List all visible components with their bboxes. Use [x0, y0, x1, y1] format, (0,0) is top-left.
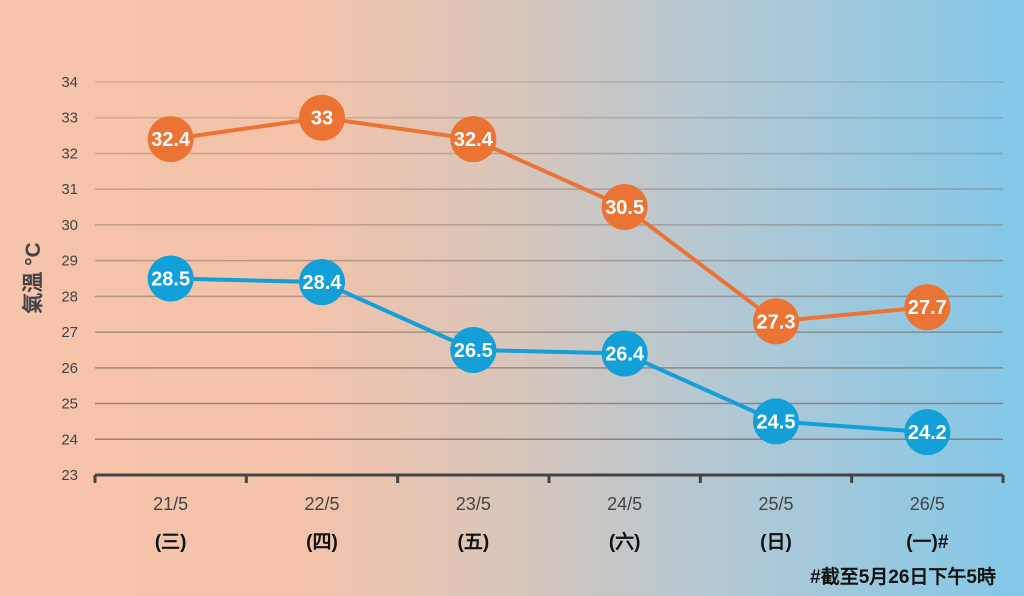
weekday-label: (六) — [609, 530, 641, 553]
data-point — [904, 409, 951, 456]
weekday-label: (四) — [306, 532, 338, 553]
y-tick-label: 30 — [61, 217, 78, 234]
data-point — [147, 116, 194, 163]
data-label: 26.5 — [454, 340, 493, 362]
data-point — [450, 326, 497, 373]
data-label: 32.4 — [151, 129, 191, 151]
x-tick-label: 23/5 — [456, 494, 491, 514]
data-point — [147, 255, 194, 302]
y-tick-label: 27 — [61, 324, 78, 341]
y-tick-label: 32 — [61, 145, 78, 162]
x-tick-label: 24/5 — [607, 494, 642, 514]
data-label: 32.4 — [454, 129, 494, 151]
x-tick-label: 22/5 — [304, 494, 339, 514]
data-label: 28.4 — [303, 272, 343, 294]
y-axis-label: 氣溫 °C — [21, 242, 45, 313]
y-tick-label: 34 — [61, 74, 78, 91]
weekday-label: (日) — [760, 532, 792, 553]
data-label: 27.3 — [757, 311, 796, 333]
y-tick-label: 33 — [61, 110, 78, 127]
data-point — [904, 284, 951, 331]
data-point — [753, 398, 799, 445]
data-label: 30.5 — [605, 197, 644, 219]
x-tick-label: 21/5 — [153, 494, 188, 514]
y-tick-label: 24 — [61, 431, 78, 448]
data-label: 33 — [311, 108, 333, 130]
y-tick-label: 25 — [61, 396, 78, 413]
weekday-label: (五) — [458, 532, 490, 553]
weekday-label: (一)# — [906, 532, 949, 553]
data-label: 28.5 — [151, 269, 190, 291]
weekday-label: (三) — [155, 532, 187, 553]
y-tick-label: 26 — [61, 360, 78, 377]
data-label: 26.4 — [605, 344, 645, 366]
footnote: #截至5月26日下午5時 — [810, 567, 996, 588]
data-point — [299, 94, 345, 141]
data-point — [299, 259, 345, 306]
x-tick-label: 26/5 — [910, 494, 945, 514]
data-point — [601, 330, 648, 377]
x-tick-label: 25/5 — [758, 494, 793, 514]
data-point — [601, 184, 648, 231]
data-point — [450, 116, 497, 163]
series-line-1 — [170, 276, 928, 435]
y-tick-label: 31 — [61, 181, 78, 198]
series-line-0 — [170, 115, 928, 324]
y-tick-label: 29 — [61, 253, 78, 270]
data-label: 27.7 — [908, 297, 947, 319]
y-tick-label: 28 — [61, 288, 78, 305]
data-label: 24.2 — [908, 422, 947, 444]
data-point — [753, 298, 799, 345]
y-tick-label: 23 — [61, 467, 78, 484]
data-label: 24.5 — [757, 411, 796, 433]
